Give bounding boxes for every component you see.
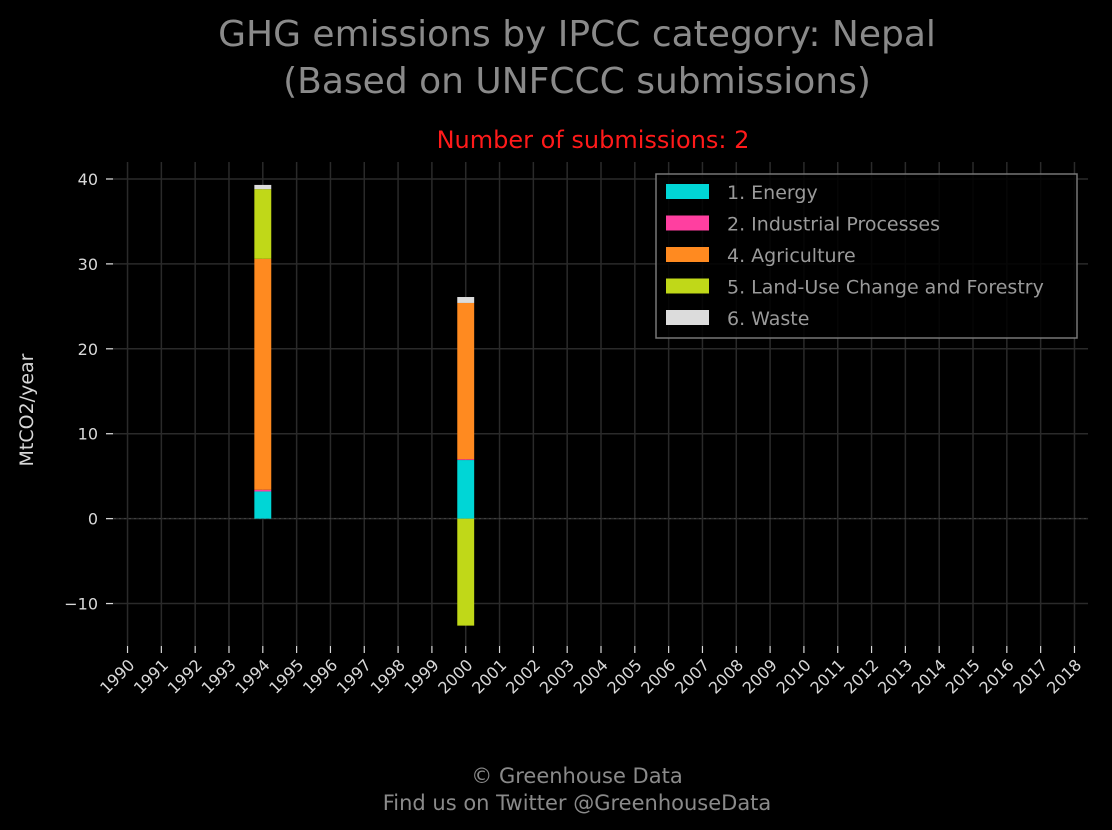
legend-label: 5. Land-Use Change and Forestry	[727, 277, 1044, 299]
chart-title-line1: GHG emissions by IPCC category: Nepal	[218, 14, 936, 55]
legend: 1. Energy 2. Industrial Processes 4. Agric…	[655, 173, 1078, 339]
bar-segment	[457, 297, 475, 303]
bar-segment	[254, 489, 272, 492]
legend-swatch	[666, 278, 709, 294]
x-tick-label: 2008	[705, 655, 747, 697]
bar-segment	[254, 189, 272, 259]
chart-title-line2: (Based on UNFCCC submissions)	[283, 61, 871, 102]
x-tick-label: 2013	[874, 655, 916, 697]
legend-swatch	[666, 184, 709, 199]
bar-segment	[457, 518, 475, 626]
y-tick-label: 40	[78, 170, 98, 189]
x-tick-label: 2005	[603, 655, 645, 697]
x-tick-label: 2002	[502, 655, 544, 697]
x-tick-label: 2000	[434, 655, 476, 697]
x-tick-label: 2012	[840, 655, 882, 697]
y-tick-label: 20	[78, 340, 98, 359]
y-tick-label: −10	[64, 595, 98, 614]
legend-swatch	[666, 247, 709, 262]
y-axis-label: MtCO2/year	[16, 353, 38, 466]
x-tick-label: 1997	[333, 655, 375, 697]
x-tick-label: 1990	[96, 655, 138, 697]
legend-label: 1. Energy	[727, 182, 818, 204]
x-tick-label: 2009	[739, 655, 781, 697]
x-tick-label: 2006	[637, 655, 679, 697]
bar-segment	[457, 459, 475, 461]
bars	[254, 184, 475, 626]
x-tick-label: 2011	[806, 655, 848, 697]
legend-label: 6. Waste	[727, 308, 809, 330]
legend-swatch	[666, 310, 709, 325]
y-tick-label: 30	[78, 255, 98, 274]
x-tick-label: 1993	[198, 655, 240, 697]
x-tick-label: 2001	[468, 655, 510, 697]
x-tick-label: 1998	[367, 655, 409, 697]
x-tick-label: 2004	[570, 655, 612, 697]
x-tick-label: 1992	[164, 655, 206, 697]
bar-segment	[457, 302, 475, 460]
x-tick-label: 1991	[130, 655, 172, 697]
chart-subtitle: Number of submissions: 2	[437, 126, 750, 154]
footer-twitter: Find us on Twitter @GreenhouseData	[383, 791, 772, 815]
x-tick-label: 2007	[671, 655, 713, 697]
x-tick-label: 2003	[536, 655, 578, 697]
x-tick-label: 1994	[231, 655, 273, 697]
bar-segment	[457, 460, 475, 519]
x-tick-label: 2018	[1043, 655, 1085, 697]
x-tick-label: 2015	[942, 655, 984, 697]
x-tick-label: 2017	[1009, 655, 1051, 697]
x-tick-label: 1999	[401, 655, 443, 697]
y-tick-label: 0	[88, 510, 98, 529]
x-tick-label: 2010	[773, 655, 815, 697]
legend-swatch	[666, 215, 709, 231]
bar-segment	[254, 184, 272, 190]
legend-box	[655, 173, 1078, 339]
legend-label: 2. Industrial Processes	[727, 214, 940, 236]
legend-label: 4. Agriculture	[727, 245, 856, 267]
x-tick-label: 2014	[908, 655, 950, 697]
bar-segment	[254, 491, 272, 519]
x-tick-label: 2016	[975, 655, 1017, 697]
x-tick-label: 1996	[299, 655, 341, 697]
footer-copyright: © Greenhouse Data	[471, 764, 682, 788]
y-tick-label: 10	[78, 425, 98, 444]
x-tick-label: 1995	[265, 655, 307, 697]
bar-segment	[254, 258, 272, 490]
